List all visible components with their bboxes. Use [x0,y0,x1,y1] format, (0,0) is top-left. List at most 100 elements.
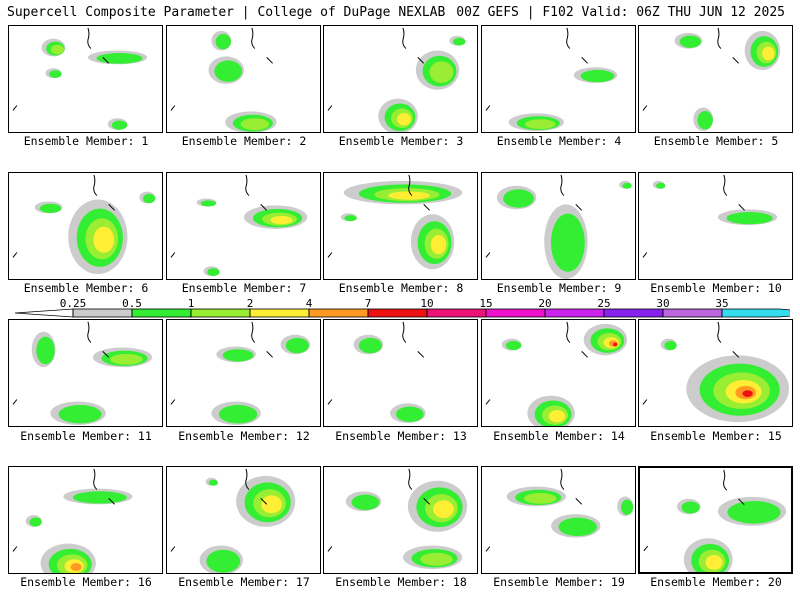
colorbar-segment [72,308,133,318]
ensemble-member-label: Ensemble Member: 6 [23,281,149,295]
map-panel-member-14[interactable] [481,319,636,427]
scp-contour-fill [49,70,62,78]
scp-contour-fill [613,342,618,347]
ensemble-member-label: Ensemble Member: 18 [335,575,467,589]
colorbar-legend: 0.25 0.5 1 2 4 7 10 15 20 25 30 35 [14,299,790,318]
ensemble-member-label: Ensemble Member: 12 [178,429,310,443]
scp-contour-fill [39,203,62,213]
colorbar-tick-label: 20 [538,299,551,310]
map-panel-member-16[interactable] [8,466,163,574]
coastline [170,27,273,111]
map-panel-member-20[interactable] [638,466,793,574]
scp-contour-fill [70,563,82,572]
ensemble-member-label: Ensemble Member: 9 [496,281,622,295]
scp-field-map [485,27,618,132]
colorbar-segment [190,308,251,318]
scp-contour-fill [388,191,430,200]
map-panel-member-8[interactable] [323,172,478,280]
scp-contour-fill [215,34,231,50]
scp-contour-fill [620,499,634,515]
coastline [12,321,110,405]
map-panel-member-10[interactable] [638,172,793,280]
scp-contour-fill [525,119,556,130]
scp-contour-fill [208,479,219,486]
map-panel-member-6[interactable] [8,172,163,280]
map-panel-member-1[interactable] [8,25,163,133]
map-panel-member-11[interactable] [8,319,163,427]
scp-contour-fill [548,410,566,423]
coastline [642,27,740,111]
colorbar-segment [485,308,546,318]
ensemble-member-label: Ensemble Member: 13 [335,429,467,443]
scp-contour-fill [430,235,447,255]
ensemble-member-label: Ensemble Member: 15 [650,429,782,443]
ensemble-member-label: Ensemble Member: 16 [20,575,152,589]
map-panel-member-5[interactable] [638,25,793,133]
scp-contour-fill [110,353,143,365]
scp-contour-fill [270,215,293,225]
scp-field-map [12,468,133,573]
map-panel-member-4[interactable] [481,25,636,133]
scp-field-map [485,468,634,552]
colorbar-segment [308,308,369,318]
scp-field-map [485,321,628,426]
page-title: Supercell Composite Parameter | College … [7,5,446,20]
colorbar-tick-label: 30 [656,299,669,310]
scp-field-map [327,27,466,132]
scp-field-map [327,468,468,570]
colorbar-segment [721,308,790,318]
coastline [643,469,745,552]
colorbar-segment [544,308,605,318]
scp-contour-fill [580,69,615,83]
scp-field-map [327,174,463,270]
scp-contour-fill [240,118,269,131]
map-panel-member-17[interactable] [166,466,321,574]
map-panel-member-3[interactable] [323,25,478,133]
scp-contour-fill [396,406,424,422]
colorbar-tick-label: 7 [365,299,372,310]
ensemble-member-label: Ensemble Member: 5 [653,134,779,148]
coastline [327,321,425,405]
colorbar-tick-label: 0.25 [60,299,87,310]
colorbar-tick-label: 15 [479,299,492,310]
coastline [485,468,583,552]
ensemble-member-label: Ensemble Member: 8 [338,281,464,295]
colorbar-tick-label: 10 [420,299,433,310]
map-panel-member-18[interactable] [323,466,478,574]
scp-contour-fill [344,215,357,222]
colorbar-tick-label: 1 [188,299,195,310]
colorbar-segment [662,308,723,318]
ensemble-member-label: Ensemble Member: 3 [338,134,464,148]
ensemble-member-label: Ensemble Member: 7 [181,281,307,295]
scp-contour-fill [207,268,220,276]
scp-contour-fill [58,405,102,424]
map-panel-member-13[interactable] [323,319,478,427]
scp-contour-fill [727,501,781,524]
scp-contour-fill [656,182,666,189]
scp-contour-fill [523,493,557,504]
scp-contour-fill [505,340,522,351]
scp-contour-fill [206,549,241,573]
coastline [485,174,583,258]
colorbar-tick-label: 25 [597,299,610,310]
ensemble-member-label: Ensemble Member: 1 [23,134,149,148]
map-panel-member-9[interactable] [481,172,636,280]
scp-field-map [642,27,781,132]
scp-contour-fill [622,182,632,189]
map-panel-member-15[interactable] [638,319,793,427]
scp-contour-fill [705,554,723,570]
ensemble-member-label: Ensemble Member: 10 [650,281,782,295]
scp-field-map [12,321,153,426]
ensemble-member-label: Ensemble Member: 20 [650,575,782,589]
scp-contour-fill [664,340,677,351]
scp-field-map [12,174,156,275]
map-panel-member-12[interactable] [166,319,321,427]
map-panel-member-7[interactable] [166,172,321,280]
coastline [327,27,425,111]
scp-contour-fill [358,337,382,354]
map-panel-member-19[interactable] [481,466,636,574]
scp-contour-fill [222,349,254,362]
ensemble-member-label: Ensemble Member: 17 [178,575,310,589]
map-panel-member-2[interactable] [166,25,321,133]
scp-contour-fill [111,120,128,130]
